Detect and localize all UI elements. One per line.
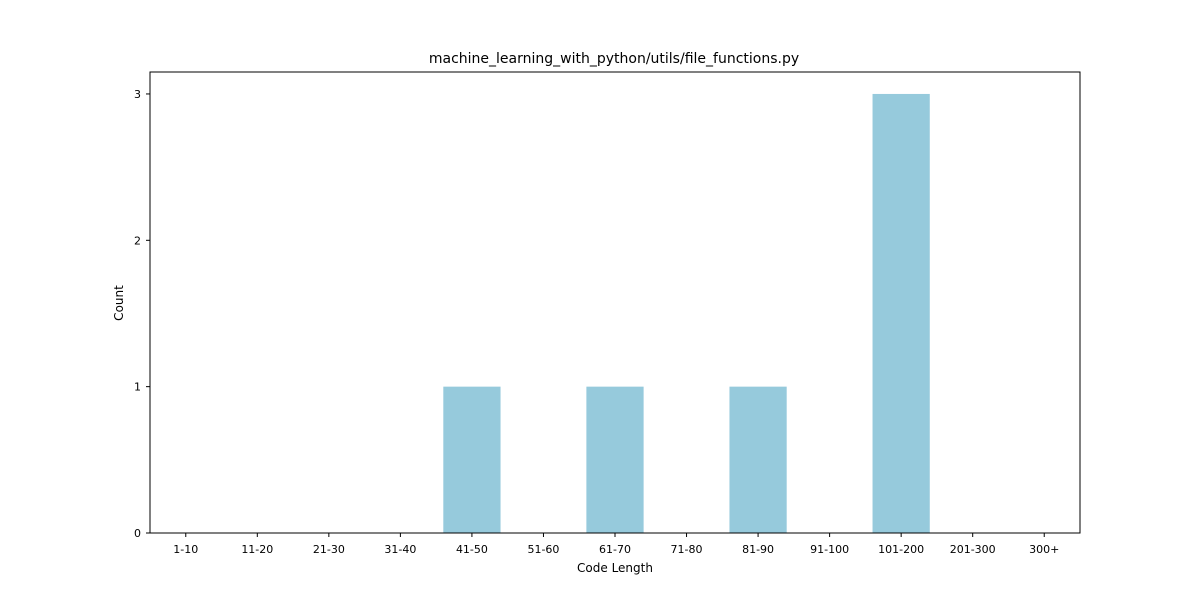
x-axis-label: Code Length [577,561,653,575]
x-tick-label: 61-70 [599,543,631,556]
y-axis-ticks: 0 1 2 3 [134,88,150,540]
y-axis-label: Count [112,285,126,321]
x-tick-label: 300+ [1029,543,1059,556]
y-tick-label: 1 [134,381,141,394]
x-tick-label: 41-50 [456,543,488,556]
bar-41-50 [443,386,501,533]
bars-group [443,93,930,533]
x-tick-label: 81-90 [742,543,774,556]
bar-81-90 [729,386,787,533]
x-tick-label: 201-300 [950,543,996,556]
x-tick-label: 21-30 [313,543,345,556]
x-tick-label: 51-60 [527,543,559,556]
x-tick-label: 91-100 [810,543,849,556]
bar-101-200 [872,93,930,533]
x-tick-label: 101-200 [878,543,924,556]
bar-61-70 [586,386,644,533]
x-tick-label: 71-80 [671,543,703,556]
x-axis-ticks: 1-10 11-20 21-30 31-40 41-50 51-60 61-70 71-80 8… [173,533,1059,556]
x-tick-label: 11-20 [241,543,273,556]
y-tick-label: 2 [134,234,141,247]
y-tick-label: 3 [134,88,141,101]
x-tick-label: 1-10 [173,543,198,556]
chart-title: machine_learning_with_python/utils/file_… [429,51,799,67]
y-tick-label: 0 [134,527,141,540]
x-tick-label: 31-40 [384,543,416,556]
